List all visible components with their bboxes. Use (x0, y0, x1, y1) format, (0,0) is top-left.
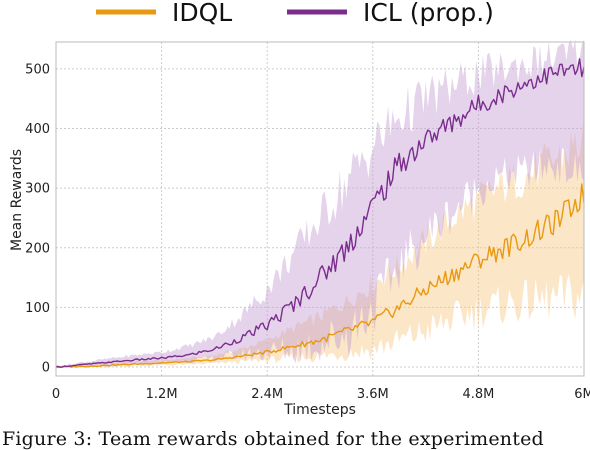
y-tick-label-2: 200 (25, 241, 50, 256)
line-series-1 (56, 58, 585, 368)
x-tick-labels: 0 1.2M 2.4M 3.6M 4.8M 6M (52, 387, 590, 402)
y-tick-labels: 0 100 200 300 400 500 (25, 62, 50, 375)
band-series-0 (56, 114, 584, 369)
line-series-0 (55, 183, 585, 368)
x-tick-label-3: 3.6M (357, 387, 389, 402)
legend-label-0: IDQL (172, 0, 232, 27)
plot-frame (55, 41, 585, 377)
legend: IDQL ICL (prop.) (96, 0, 494, 27)
y-tick-label-1: 100 (25, 301, 50, 316)
y-tick-label-0: 0 (42, 361, 50, 376)
x-tick-label-0: 0 (52, 387, 60, 402)
y-tick-label-3: 300 (25, 182, 50, 197)
mean-lines (55, 58, 585, 368)
x-tick-label-4: 4.8M (462, 387, 494, 402)
y-tick-label-4: 400 (25, 122, 50, 137)
band-series-1 (56, 39, 584, 369)
x-axis-label: Timesteps (283, 402, 356, 418)
x-tick-label-5: 6M (574, 387, 590, 402)
x-tick-label-1: 1.2M (146, 387, 178, 402)
x-tick-label-2: 2.4M (251, 387, 283, 402)
y-axis-label: Mean Rewards (9, 149, 25, 251)
figure-caption: Figure 3: Team rewards obtained for the … (2, 428, 544, 450)
legend-label-1: ICL (prop.) (363, 0, 494, 27)
y-tick-label-5: 500 (25, 62, 50, 77)
confidence-bands (56, 39, 584, 369)
grid (56, 42, 584, 376)
